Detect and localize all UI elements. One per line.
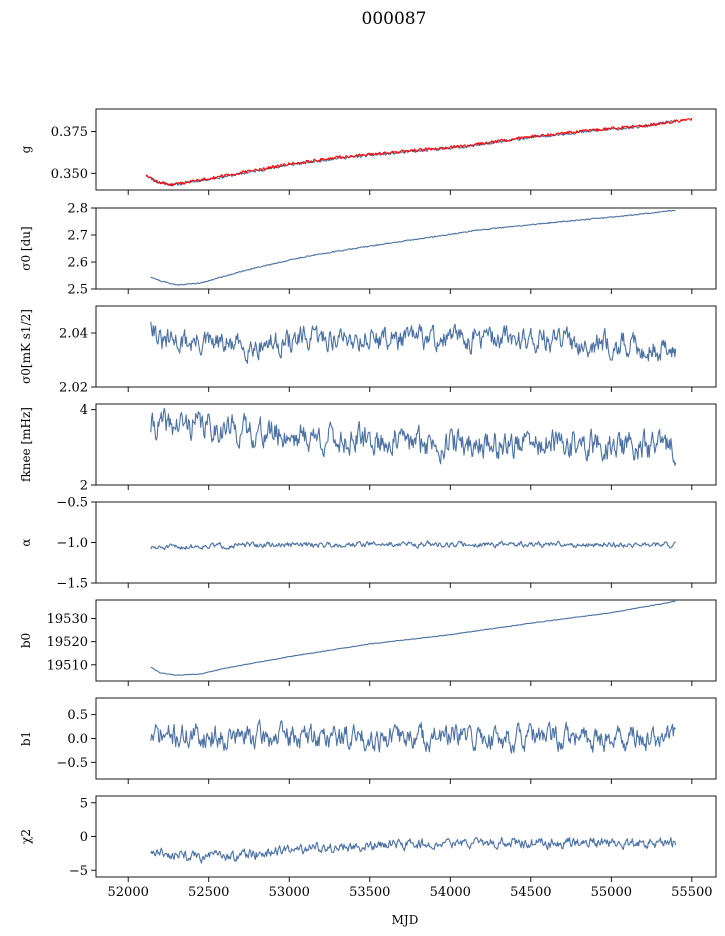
x-tick-label: 55000 (591, 885, 632, 900)
y-tick-label: 0.5 (67, 708, 88, 723)
x-tick-label: 52500 (188, 885, 229, 900)
plot-frame (95, 599, 717, 682)
panels-container: 0.350 0.375 g 2.5 2.6 2.7 2.8 σ0 [du] 2.02 2.04 σ0… (19, 108, 717, 900)
panel-sigma0-mk: 2.02 2.04 σ0[mK s1/2] (19, 305, 717, 396)
y-axis-label-sigma0-du: σ0 [du] (19, 226, 33, 270)
series-line-b1 (150, 719, 676, 754)
y-tick-label: −0.5 (56, 496, 88, 511)
y-axis-label-b1: b1 (19, 731, 33, 746)
panel-b1: −0.5 0.0 0.5 b1 (19, 697, 717, 784)
panel-sigma0-du: 2.5 2.6 2.7 2.8 σ0 [du] (19, 202, 717, 298)
x-tick-label: 53500 (349, 885, 390, 900)
x-tick-label: 55500 (671, 885, 712, 900)
y-axis-label-alpha: α (19, 538, 33, 546)
y-tick-label: 19530 (47, 612, 88, 627)
y-tick-label: 2.5 (67, 283, 88, 298)
y-tick-label: 19520 (47, 635, 88, 650)
y-tick-label: 2 (80, 479, 88, 494)
y-tick-label: 2.7 (67, 229, 88, 244)
plot-frame (95, 108, 717, 191)
series-line-sigma0-du (150, 209, 676, 286)
plot-frame (95, 697, 717, 780)
x-tick-label: 54000 (430, 885, 471, 900)
y-axis-label-sigma0-mk: σ0[mK s1/2] (19, 309, 33, 384)
panel-chi2: −5 0 5 52000 52500 53000 53500 54000 54500 55000 5… (19, 795, 717, 900)
plot-frame (95, 403, 717, 486)
series-line-chi2 (150, 836, 677, 864)
y-axis-label-gain: g (19, 145, 33, 153)
y-tick-label: 0 (80, 830, 88, 845)
y-tick-label: 4 (80, 403, 88, 418)
series-line-fknee (150, 407, 677, 466)
plot-frame (95, 305, 717, 388)
y-tick-label: 0.375 (51, 125, 88, 140)
y-tick-label: 2.8 (67, 202, 88, 217)
y-tick-label: 19510 (47, 658, 88, 673)
x-axis-label: MJD (392, 913, 419, 927)
panel-gain: 0.350 0.375 g (19, 108, 717, 195)
y-axis-label-b0: b0 (19, 633, 33, 648)
x-tick-label: 52000 (108, 885, 149, 900)
series-line-gain-1 (145, 117, 693, 187)
y-tick-label: −1.5 (56, 577, 88, 592)
y-tick-label: 0.350 (51, 167, 88, 182)
panel-alpha: −1.5 −1.0 −0.5 α (19, 496, 717, 592)
y-tick-label: −0.5 (56, 756, 88, 771)
y-tick-label: −1.0 (56, 536, 88, 551)
y-tick-label: 0.0 (67, 732, 88, 747)
series-line-b0 (150, 600, 676, 676)
x-tick-label: 54500 (510, 885, 551, 900)
y-tick-label: 2.02 (59, 381, 88, 396)
x-tick-label: 53000 (269, 885, 310, 900)
series-line-alpha (150, 540, 676, 551)
y-tick-label: 2.6 (67, 256, 88, 271)
y-tick-label: 2.04 (59, 327, 88, 342)
y-tick-label: −5 (69, 864, 88, 879)
plot-frame (95, 501, 717, 584)
y-axis-label-fknee: fknee [mHz] (19, 407, 33, 482)
panel-fknee: 2 4 fknee [mHz] (19, 403, 717, 494)
panel-b0: 19510 19520 19530 b0 (19, 599, 717, 686)
figure-title: 000087 (362, 9, 427, 29)
plot-frame (95, 207, 717, 290)
y-tick-label: 5 (80, 796, 88, 811)
y-axis-label-chi2: χ2 (19, 829, 33, 844)
series-line-sigma0-mk (150, 321, 677, 364)
plot-frame (95, 795, 717, 878)
